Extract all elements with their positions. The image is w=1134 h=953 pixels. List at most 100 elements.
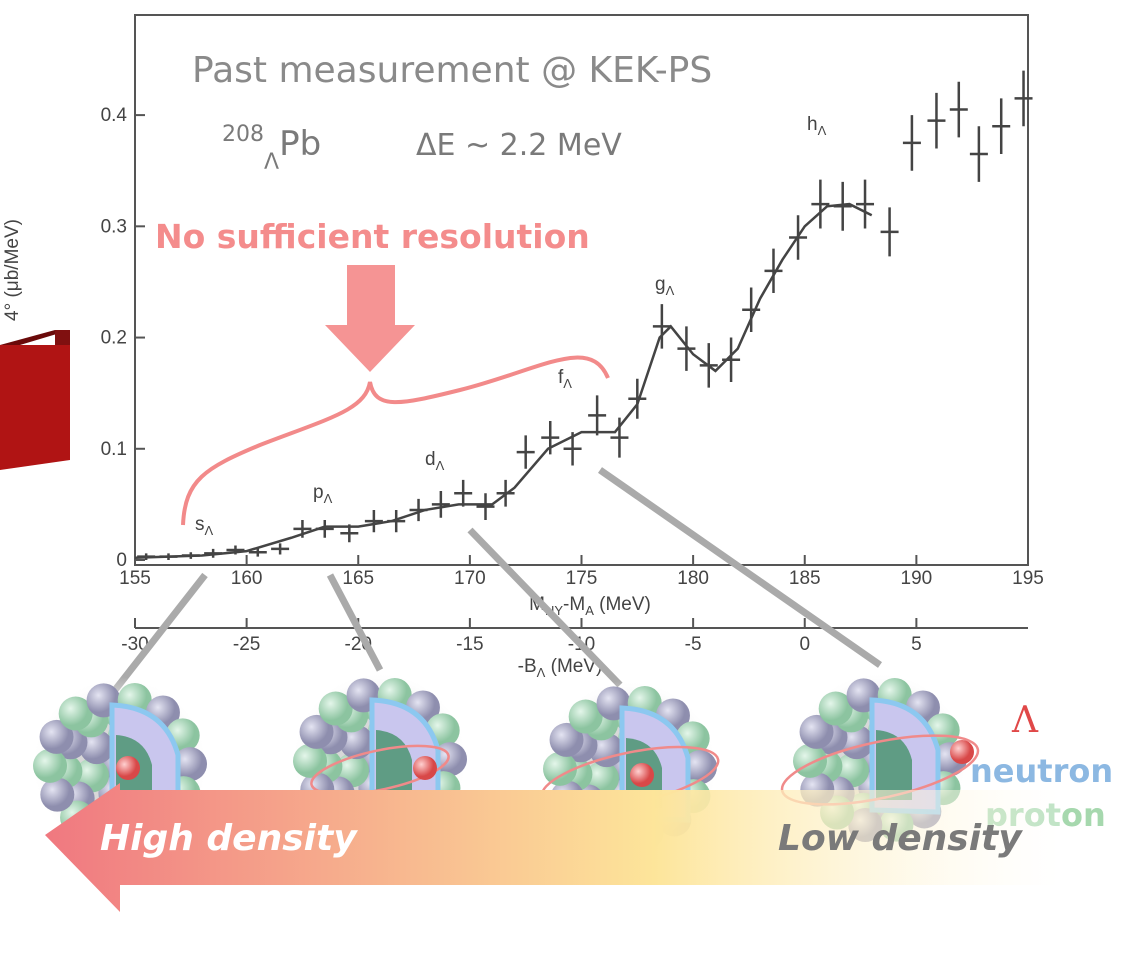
error-bar (516, 435, 535, 469)
error-bar (927, 92, 946, 149)
error-bar (364, 509, 383, 533)
peak-label: fΛ (558, 367, 572, 391)
pointers (112, 467, 883, 693)
error-bar (677, 326, 696, 371)
nucleon (549, 722, 584, 757)
x2-tick-label: -25 (233, 634, 260, 655)
x-tick-label: 175 (566, 568, 598, 589)
x-tick-label: 180 (677, 568, 709, 589)
peak-label: dΛ (425, 449, 445, 473)
error-bar (742, 287, 761, 332)
peak-label: pΛ (313, 482, 333, 506)
low-density: Low density (778, 818, 1023, 859)
box-face (0, 345, 70, 470)
x-tick-label: 165 (342, 568, 374, 589)
nucleon (589, 733, 624, 768)
nucleus: 208ΛPb (222, 122, 321, 175)
peak-letter: d (425, 449, 436, 470)
error-bar (610, 417, 629, 458)
peak-letter: f (558, 367, 564, 388)
error-bar (969, 126, 988, 182)
nucleon (293, 743, 328, 778)
error-bar (476, 493, 495, 520)
error-bar (764, 248, 783, 294)
error-bar (204, 548, 223, 558)
x2-tick-label: 0 (799, 634, 810, 655)
error-bar (181, 552, 200, 559)
error-bar (902, 115, 921, 171)
brace (181, 355, 610, 526)
error-bar (563, 432, 582, 466)
lambda-ball (116, 756, 140, 780)
error-bar (789, 215, 808, 260)
error-bar (541, 420, 560, 455)
error-bar (315, 519, 334, 538)
error-bar (226, 545, 245, 555)
error-bar (652, 304, 671, 349)
box-side (55, 330, 70, 345)
high-density: High density (100, 818, 358, 859)
x2-axis-label: -BΛ (MeV) (518, 656, 603, 680)
core (876, 730, 912, 800)
nucleon (799, 714, 834, 749)
peak-letter: h (807, 114, 818, 135)
error-bar (949, 81, 968, 138)
nucleon (568, 699, 603, 734)
error-bar (496, 479, 515, 507)
y-tick-label: 0.1 (101, 439, 127, 460)
peak-sub: Λ (666, 283, 675, 298)
nucleon (299, 714, 334, 749)
fit-curve (134, 202, 873, 560)
error-bar (722, 337, 741, 383)
error-bar (699, 343, 718, 388)
peak-label: hΛ (807, 114, 827, 138)
error-bar (588, 395, 607, 436)
error-bar (856, 179, 875, 229)
peak-sub: Λ (436, 458, 445, 473)
lambda-ball (413, 756, 437, 780)
peak-label: sΛ (195, 514, 214, 538)
x-tick-label: 185 (789, 568, 821, 589)
peak-sub: Λ (324, 491, 333, 506)
error-bar (833, 181, 852, 231)
peak-sub: Λ (205, 523, 214, 538)
down-arrow (325, 265, 415, 372)
y-axis-label: 4° (μb/MeV) (2, 219, 23, 321)
error-bar (159, 553, 178, 560)
error-bar (628, 378, 647, 419)
resolution: ΔE ~ 2.2 MeV (416, 128, 622, 163)
x-tick-label: 160 (231, 568, 263, 589)
chart: 4° (μb/MeV) MHY-MA (MeV) -BΛ (MeV) 00.10… (2, 14, 1044, 680)
nucleon (79, 730, 114, 765)
error-bar (880, 207, 899, 257)
box-top (0, 330, 70, 345)
nucleon (318, 691, 353, 726)
peak-label: gΛ (655, 274, 675, 298)
error-bar (454, 479, 473, 507)
error-bar (248, 547, 267, 557)
nucleon (172, 747, 207, 782)
x-tick-label: 170 (454, 568, 486, 589)
nucleon (818, 691, 853, 726)
lambda-ball (630, 763, 654, 787)
nucleon (40, 777, 75, 812)
density-arrow (45, 783, 1060, 912)
x2-tick-label: -30 (121, 634, 148, 655)
nucleon (33, 748, 68, 783)
legend-lambda: Λ (1011, 700, 1039, 741)
x-tick-label: 190 (901, 568, 933, 589)
error-bar (271, 543, 290, 555)
error-bar (811, 179, 830, 229)
error-bar (431, 491, 450, 518)
y-tick-label: 0.3 (101, 216, 127, 237)
x2-tick-label: -15 (456, 634, 483, 655)
nucleon (339, 725, 374, 760)
nucleon (793, 743, 828, 778)
peak-letter: g (655, 274, 666, 295)
y-tick-label: 0.2 (101, 328, 127, 349)
nucleon (39, 719, 74, 754)
error-bar (340, 524, 359, 543)
nucleon (543, 751, 578, 786)
callout: No sufficient resolution (155, 217, 590, 256)
